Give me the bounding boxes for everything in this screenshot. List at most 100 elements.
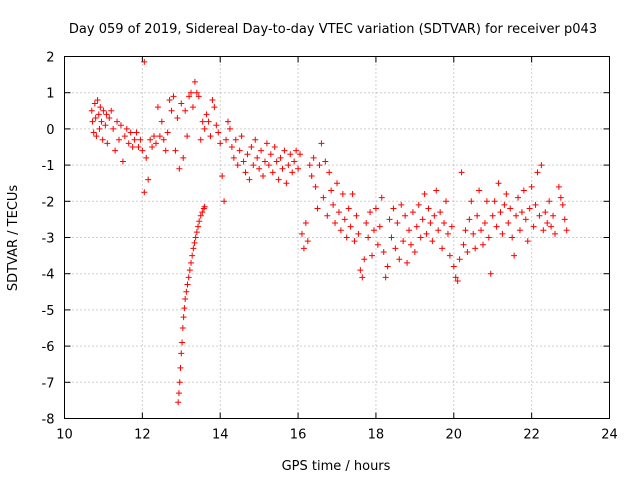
data-point bbox=[400, 238, 407, 245]
data-point bbox=[174, 115, 181, 122]
data-point bbox=[392, 245, 399, 252]
data-point bbox=[151, 133, 158, 140]
data-point bbox=[127, 129, 134, 136]
data-point bbox=[179, 325, 186, 331]
data-point bbox=[454, 277, 461, 284]
data-point bbox=[108, 107, 115, 114]
data-point bbox=[478, 227, 485, 234]
data-point bbox=[464, 248, 471, 255]
data-point bbox=[193, 229, 200, 236]
data-point bbox=[185, 274, 192, 281]
data-point bbox=[398, 201, 405, 208]
data-point bbox=[265, 162, 272, 169]
data-point bbox=[485, 234, 492, 241]
x-tick-label: 10 bbox=[56, 428, 73, 443]
data-point bbox=[178, 350, 185, 357]
data-point bbox=[213, 122, 220, 129]
data-point bbox=[370, 227, 377, 234]
data-point bbox=[470, 230, 477, 237]
data-point bbox=[191, 239, 198, 246]
data-point bbox=[94, 96, 101, 103]
data-point bbox=[104, 140, 111, 147]
data-point bbox=[363, 220, 370, 227]
data-point bbox=[188, 89, 195, 96]
data-point bbox=[343, 234, 350, 241]
data-point bbox=[184, 281, 191, 288]
data-point bbox=[468, 198, 475, 205]
data-point bbox=[186, 267, 193, 274]
data-point bbox=[334, 180, 340, 187]
data-point bbox=[337, 227, 344, 234]
data-point bbox=[197, 212, 204, 219]
data-point bbox=[476, 187, 483, 194]
data-point bbox=[518, 209, 525, 216]
data-point bbox=[341, 216, 348, 223]
data-point bbox=[189, 252, 196, 259]
data-point bbox=[246, 176, 253, 183]
data-point bbox=[353, 212, 360, 219]
data-point bbox=[91, 100, 98, 107]
data-point bbox=[450, 263, 457, 270]
data-point bbox=[199, 209, 206, 216]
data-point bbox=[117, 122, 124, 129]
data-point bbox=[258, 147, 265, 154]
data-point bbox=[515, 194, 522, 201]
data-point bbox=[314, 205, 321, 212]
data-point bbox=[448, 223, 455, 230]
data-point bbox=[193, 89, 200, 96]
data-point bbox=[99, 136, 106, 143]
data-point bbox=[256, 165, 263, 172]
plot-frame bbox=[64, 56, 610, 419]
data-point bbox=[248, 144, 255, 150]
data-point bbox=[435, 227, 442, 234]
x-axis-title: GPS time / hours bbox=[282, 459, 391, 474]
data-point bbox=[439, 245, 446, 252]
data-point bbox=[312, 183, 319, 190]
y-tick-label: -3 bbox=[42, 232, 55, 247]
data-point bbox=[244, 151, 251, 158]
data-point bbox=[160, 136, 167, 143]
data-point bbox=[384, 263, 391, 270]
data-point bbox=[283, 180, 290, 187]
data-point bbox=[267, 151, 274, 158]
data-point bbox=[548, 223, 555, 230]
data-point bbox=[536, 212, 543, 219]
y-tick-label: 1 bbox=[46, 87, 54, 102]
data-point bbox=[359, 274, 366, 281]
data-point bbox=[180, 314, 187, 321]
data-point bbox=[215, 129, 222, 136]
data-point bbox=[93, 133, 100, 140]
data-point bbox=[526, 205, 533, 212]
data-point bbox=[110, 125, 117, 132]
data-point bbox=[563, 227, 570, 234]
data-point bbox=[201, 203, 208, 210]
data-point bbox=[429, 238, 436, 245]
data-point bbox=[361, 256, 368, 263]
data-point bbox=[474, 212, 481, 219]
data-point bbox=[388, 234, 395, 241]
data-point bbox=[177, 364, 184, 371]
data-point bbox=[178, 100, 185, 107]
data-point bbox=[261, 158, 268, 165]
data-point bbox=[513, 212, 520, 219]
data-point bbox=[542, 209, 549, 216]
data-point bbox=[141, 189, 148, 196]
data-point bbox=[386, 216, 393, 223]
data-point bbox=[271, 144, 278, 150]
data-point bbox=[236, 147, 243, 154]
data-point bbox=[396, 256, 403, 263]
data-point bbox=[495, 180, 502, 187]
data-point bbox=[481, 220, 488, 227]
data-point bbox=[281, 147, 288, 154]
data-point bbox=[316, 162, 323, 169]
data-point bbox=[524, 238, 531, 245]
data-point bbox=[190, 245, 197, 252]
data-point bbox=[365, 234, 372, 241]
data-point bbox=[318, 140, 325, 147]
x-tick-label: 16 bbox=[290, 428, 307, 443]
x-tick-labels: 10 12 14 16 18 20 22 24 bbox=[56, 428, 618, 443]
data-point bbox=[232, 136, 239, 143]
x-tick-label: 20 bbox=[446, 428, 463, 443]
data-point bbox=[207, 133, 214, 140]
data-point bbox=[176, 379, 183, 386]
